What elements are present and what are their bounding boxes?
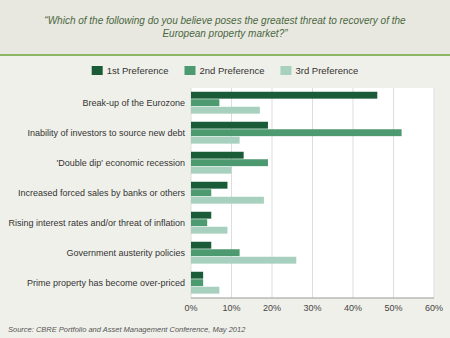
series bbox=[191, 92, 377, 279]
bar bbox=[191, 129, 402, 136]
separator bbox=[0, 54, 450, 56]
bar bbox=[191, 182, 227, 189]
bar bbox=[191, 189, 211, 196]
bar bbox=[191, 279, 203, 286]
bar bbox=[191, 197, 264, 204]
grid-line bbox=[272, 88, 273, 298]
grid-line bbox=[231, 88, 232, 298]
bar bbox=[191, 227, 227, 234]
grid-line bbox=[312, 88, 313, 298]
legend-item: 1st Preference bbox=[92, 65, 169, 76]
title: “Which of the following do you believe p… bbox=[44, 15, 406, 39]
legend-label: 3rd Preference bbox=[295, 65, 358, 76]
category-label: Increased forced sales by banks or other… bbox=[18, 188, 186, 198]
legend: 1st Preference 2nd Preference 3rd Preferen… bbox=[92, 65, 359, 76]
legend-swatch bbox=[280, 66, 291, 75]
x-tick-label: 20% bbox=[263, 303, 281, 313]
bar bbox=[191, 92, 377, 99]
bar bbox=[191, 287, 219, 294]
bar bbox=[191, 99, 219, 106]
series bbox=[191, 99, 402, 286]
bar bbox=[191, 272, 203, 279]
grid-line bbox=[434, 88, 435, 298]
bar bbox=[191, 107, 260, 114]
x-tick-label: 60% bbox=[425, 303, 443, 313]
title-line: European property market?” bbox=[162, 28, 288, 39]
legend-swatch bbox=[184, 66, 195, 75]
series bbox=[191, 107, 296, 294]
page: {"chart_data": { "type": "bar", "orienta… bbox=[0, 0, 450, 338]
bar bbox=[191, 137, 240, 144]
bar bbox=[191, 152, 244, 159]
legend-swatch bbox=[92, 66, 103, 75]
x-tick-label: 0% bbox=[184, 303, 197, 313]
bar bbox=[191, 167, 232, 174]
bar bbox=[191, 122, 268, 129]
bars bbox=[191, 92, 402, 294]
legend-item: 3rd Preference bbox=[280, 65, 358, 76]
grid bbox=[191, 88, 434, 298]
chart: “Which of the following do you believe p… bbox=[0, 0, 450, 338]
x-tick-label: 40% bbox=[344, 303, 362, 313]
x-tick-labels: 0% 10% 20% 30% 40% 50% 60% bbox=[184, 303, 443, 313]
legend-label: 1st Preference bbox=[107, 65, 169, 76]
x-axis-line bbox=[191, 298, 434, 299]
bar bbox=[191, 242, 211, 249]
legend-item: 2nd Preference bbox=[184, 65, 264, 76]
grid-line bbox=[393, 88, 394, 298]
x-tick-label: 30% bbox=[303, 303, 321, 313]
bar bbox=[191, 257, 296, 264]
legend-label: 2nd Preference bbox=[199, 65, 264, 76]
category-label: Break-up of the Eurozone bbox=[82, 98, 185, 108]
background bbox=[0, 0, 450, 338]
bar bbox=[191, 212, 211, 219]
title-line: “Which of the following do you believe p… bbox=[44, 15, 406, 26]
category-label: Government austerity policies bbox=[66, 248, 185, 258]
category-labels: Break-up of the Eurozone Inability of inv… bbox=[8, 98, 185, 288]
title-band bbox=[0, 0, 450, 54]
x-tick-label: 50% bbox=[384, 303, 402, 313]
category-label: 'Double dip' economic recession bbox=[56, 158, 185, 168]
category-label: Prime property has become over-priced bbox=[27, 278, 185, 288]
category-label: Inability of investors to source new deb… bbox=[27, 128, 185, 138]
bar bbox=[191, 249, 240, 256]
x-tick-label: 10% bbox=[222, 303, 240, 313]
grid-line bbox=[353, 88, 354, 298]
bar bbox=[191, 219, 207, 226]
annotation: Source: CBRE Portfolio and Asset Managem… bbox=[8, 325, 246, 334]
plot-area bbox=[191, 88, 434, 298]
bar bbox=[191, 159, 268, 166]
category-label: Rising interest rates and/or threat of i… bbox=[8, 218, 185, 228]
